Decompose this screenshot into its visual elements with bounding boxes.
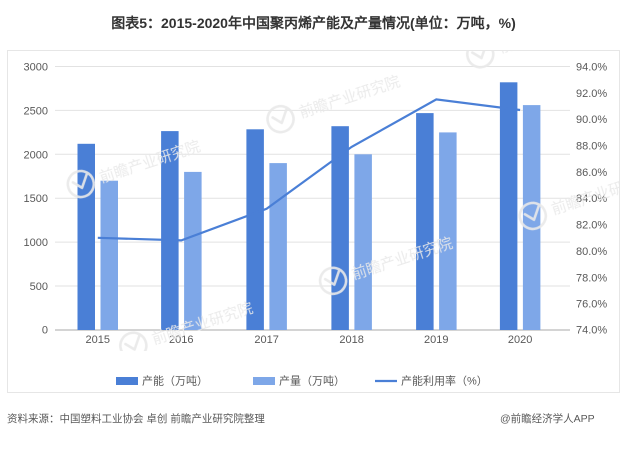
svg-text:资料来源：中国塑料工业协会 卓创 前瞻产业研究院整理: 资料来源：中国塑料工业协会 卓创 前瞻产业研究院整理	[7, 412, 265, 425]
svg-text:产能利用率（%）: 产能利用率（%）	[401, 374, 488, 388]
svg-text:@前瞻经济学人APP: @前瞻经济学人APP	[500, 412, 595, 425]
svg-text:产量（万吨）: 产量（万吨）	[279, 374, 345, 388]
svg-text:产能（万吨）: 产能（万吨）	[142, 374, 208, 388]
